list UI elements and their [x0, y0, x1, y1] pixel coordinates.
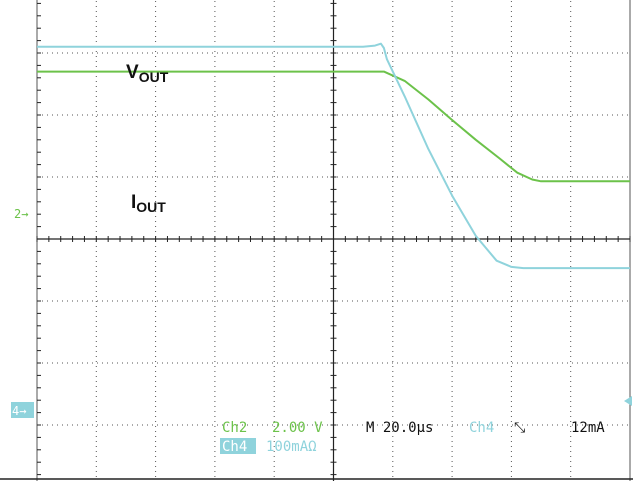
trigger-level-arrow	[624, 396, 632, 406]
iout-trace	[37, 42, 630, 270]
ch2-readout: Ch2	[222, 420, 247, 436]
ch2-scale-readout: 2.00 V	[272, 420, 323, 436]
ch4-readout-bg	[220, 438, 256, 454]
ch4-ground-marker: 4→	[12, 404, 26, 418]
vout-label: VOUT	[126, 62, 169, 85]
ch4-readout: Ch4	[222, 439, 247, 455]
ch2-ground-marker: 2→	[14, 207, 28, 221]
ch4-scale-readout: 100mAΩ	[266, 439, 317, 455]
trigger-slope-icon: ⤡	[514, 420, 525, 436]
trigger-level-readout: 12mA	[571, 420, 605, 436]
trigger-source-readout: Ch4	[469, 420, 494, 436]
traces	[36, 42, 631, 270]
ch4-ground-marker-bg	[11, 402, 34, 418]
iout-label: IOUT	[131, 192, 166, 215]
graticule	[36, 0, 631, 481]
timebase-readout: M 20.0µs	[366, 420, 433, 436]
